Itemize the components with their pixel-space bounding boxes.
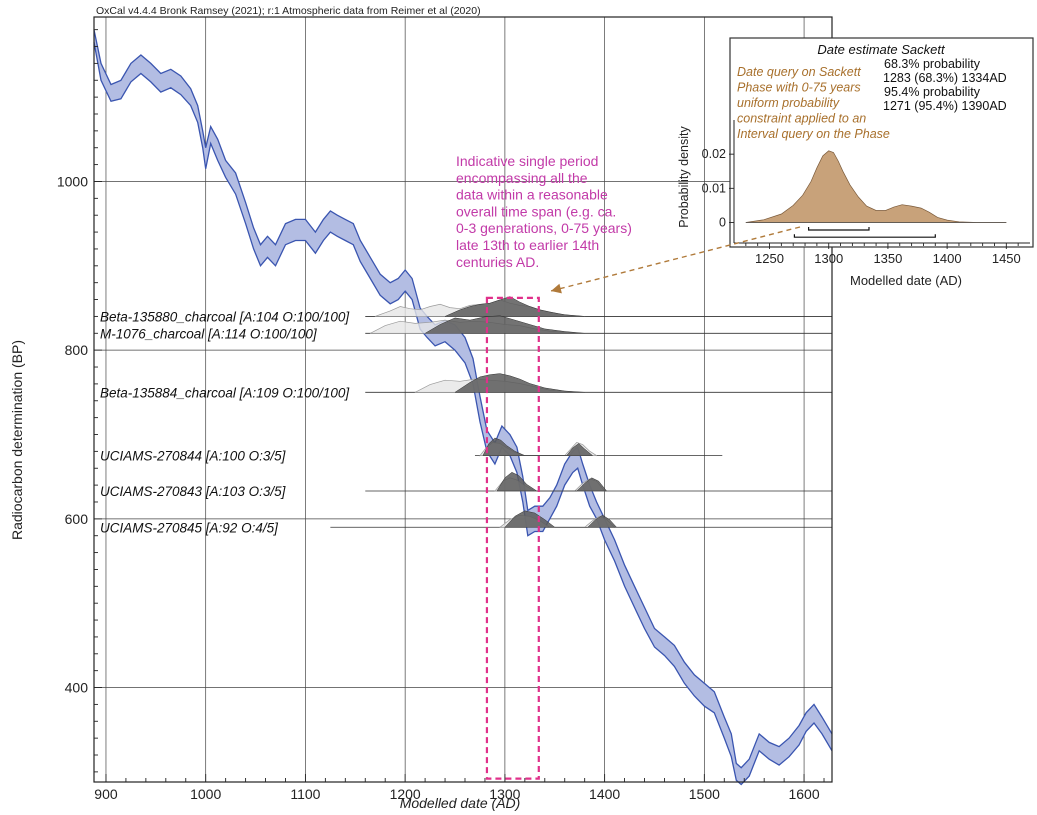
y-tick-label: 400: [65, 680, 89, 696]
sample-label: M-1076_charcoal [A:114 O:100/100]: [100, 326, 318, 341]
y-axis-label: Radiocarbon determination (BP): [9, 340, 25, 540]
annotation-line: data within a reasonable: [456, 187, 608, 203]
sample-label: UCIAMS-270845 [A:92 O:4/5]: [100, 520, 279, 535]
sample-label: UCIAMS-270844 [A:100 O:3/5]: [100, 449, 287, 464]
sample-label: Beta-135884_charcoal [A:109 O:100/100]: [100, 385, 350, 400]
modelled-distribution: [482, 437, 593, 457]
annotation-line: 0-3 generations, 0-75 years): [456, 220, 632, 236]
annotation-line: late 13th to earlier 14th: [456, 237, 599, 253]
x-tick-label: 1400: [589, 786, 620, 802]
annotation-line: Indicative single period: [456, 153, 598, 169]
highlight-box: [485, 296, 540, 780]
x-tick-label: 1000: [190, 786, 221, 802]
y-tick-label: 600: [65, 511, 89, 527]
sample-label: UCIAMS-270843 [A:103 O:3/5]: [100, 484, 287, 499]
modelled-distribution: [496, 472, 607, 492]
y-tick-label: 800: [65, 342, 89, 358]
x-tick-label: 900: [94, 786, 118, 802]
x-tick-label: 1600: [788, 786, 819, 802]
modelled-distribution: [504, 510, 617, 528]
axes: 900 1000 1100 1200 1300 1400 1500 1600 400 600 800…: [57, 16, 833, 802]
x-tick-label: 1300: [489, 786, 520, 802]
x-tick-label: 1100: [290, 786, 320, 802]
sample-label: Beta-135880_charcoal [A:104 O:100/100]: [100, 309, 350, 324]
highlight-box-group: [485, 296, 540, 780]
x-tick-label: 1500: [689, 786, 720, 802]
modelled-distribution: [444, 296, 585, 317]
modelled-distribution: [424, 315, 585, 334]
chart-header: OxCal v4.4.4 Bronk Ramsey (2021); r:1 At…: [96, 5, 481, 17]
annotation-line: overall time span (e.g. ca.: [456, 203, 616, 219]
annotation-line: centuries AD.: [456, 254, 539, 270]
curve-lower-line: [93, 42, 833, 786]
plot-frame: [93, 16, 833, 783]
sample-labels: Beta-135880_charcoal [A:104 O:100/100] M-…: [100, 309, 350, 535]
x-axis-label: Modelled date (AD): [400, 795, 521, 811]
calibration-curve: [93, 29, 833, 786]
curve-upper-line: [93, 29, 833, 769]
x-tick-label: 1200: [390, 786, 421, 802]
annotation-line: encompassing all the: [456, 170, 588, 186]
y-tick-label: 1000: [57, 173, 88, 189]
